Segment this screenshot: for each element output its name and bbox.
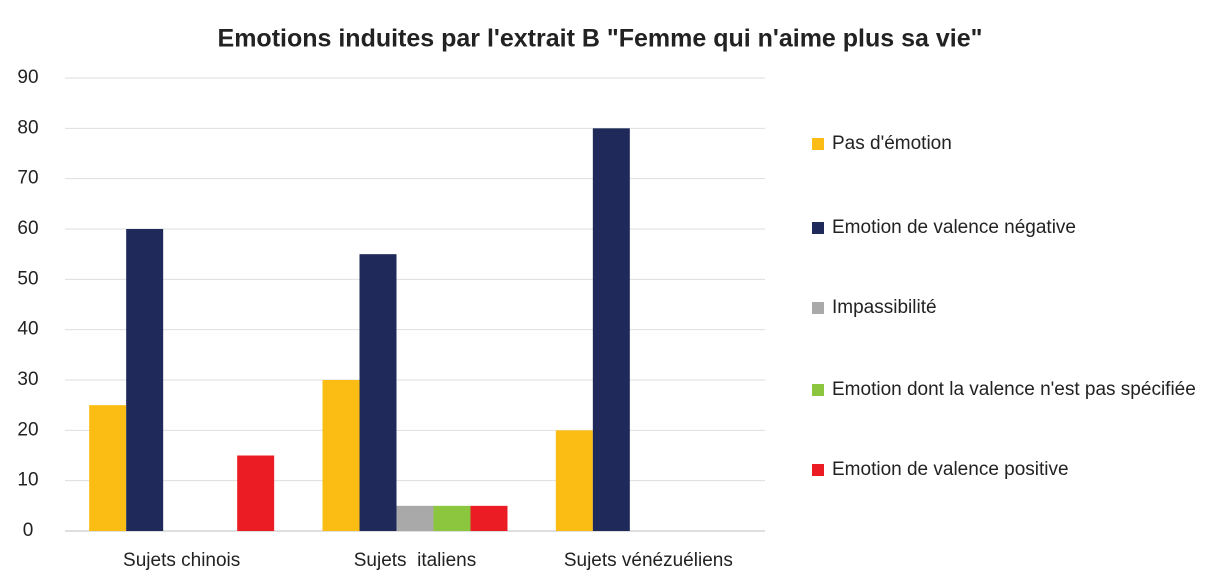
legend-label: Emotion dont la valence n'est pas spécif… xyxy=(832,379,1196,400)
x-tick-label: Sujets italiens xyxy=(354,550,477,571)
legend-item: Pas d'émotion xyxy=(812,128,1202,160)
chart-title: Emotions induites par l'extrait B "Femme… xyxy=(218,25,983,53)
y-tick-label: 70 xyxy=(17,168,38,189)
y-tick-label: 0 xyxy=(23,520,34,541)
legend-swatch xyxy=(812,464,824,476)
bar xyxy=(470,505,508,531)
legend-label: Emotion de valence positive xyxy=(832,459,1069,480)
y-tick-label: 40 xyxy=(17,319,38,340)
legend-swatch xyxy=(812,138,824,150)
y-tick-label: 20 xyxy=(17,419,38,440)
x-tick-label: Sujets chinois xyxy=(123,550,240,571)
bar xyxy=(89,405,127,531)
legend-item: Emotion de valence positive xyxy=(812,454,1202,486)
legend-label: Pas d'émotion xyxy=(832,133,952,154)
bar xyxy=(237,455,275,531)
legend-label: Impassibilité xyxy=(832,297,937,318)
y-tick-label: 60 xyxy=(17,218,38,239)
y-tick-label: 80 xyxy=(17,117,38,138)
legend-swatch xyxy=(812,384,824,396)
y-tick-label: 10 xyxy=(17,470,38,491)
y-tick-label: 90 xyxy=(17,67,38,88)
bar xyxy=(433,505,471,531)
legend-item: Impassibilité xyxy=(812,292,1202,324)
legend-label: Emotion de valence négative xyxy=(832,217,1076,238)
bar xyxy=(592,128,630,532)
legend-item: Emotion de valence négative xyxy=(812,212,1202,244)
y-tick-label: 30 xyxy=(17,369,38,390)
x-tick-label: Sujets vénézuéliens xyxy=(564,550,733,571)
bar xyxy=(359,254,397,531)
legend-swatch xyxy=(812,222,824,234)
y-tick-label: 50 xyxy=(17,268,38,289)
bar xyxy=(396,505,434,531)
legend-swatch xyxy=(812,302,824,314)
bar xyxy=(126,229,164,531)
bar xyxy=(555,430,593,531)
legend-item: Emotion dont la valence n'est pas spécif… xyxy=(812,374,1202,406)
bar xyxy=(322,380,360,531)
